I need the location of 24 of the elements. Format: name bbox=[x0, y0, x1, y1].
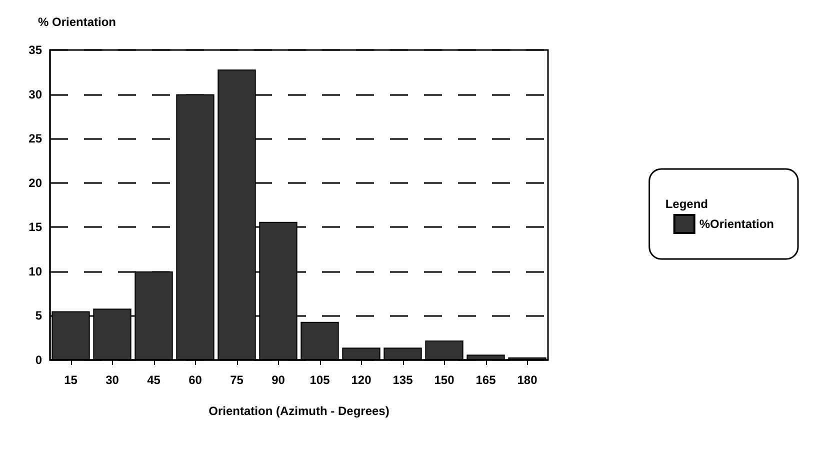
y-tick-label: 15 bbox=[28, 220, 42, 234]
x-axis-title: Orientation (Azimuth - Degrees) bbox=[208, 404, 390, 418]
y-tick-label: 35 bbox=[28, 43, 42, 57]
y-axis-title: % Orientation bbox=[38, 15, 116, 29]
y-tick-label: 30 bbox=[28, 87, 42, 102]
y-tick-label: 20 bbox=[28, 176, 42, 190]
y-tick-label: 10 bbox=[28, 264, 42, 278]
y-tick-label: 25 bbox=[28, 132, 42, 146]
legend-title: Legend bbox=[665, 197, 708, 211]
x-tick-label: 15 bbox=[64, 373, 78, 387]
y-tick-label: 0 bbox=[35, 353, 42, 367]
x-tick-label: 180 bbox=[517, 373, 538, 387]
y-tick-label: 5 bbox=[35, 308, 42, 323]
x-tick-label: 30 bbox=[106, 373, 120, 387]
x-tick-label: 75 bbox=[230, 373, 244, 387]
x-tick-label: 90 bbox=[272, 373, 286, 387]
legend-label: %Orientation bbox=[699, 217, 774, 231]
x-tick-label: 135 bbox=[392, 373, 414, 387]
x-tick-label: 165 bbox=[476, 373, 496, 387]
x-tick-label: 150 bbox=[434, 373, 455, 387]
x-tick-label: 105 bbox=[310, 373, 330, 387]
x-tick-label: 120 bbox=[351, 373, 372, 387]
x-tick-label: 60 bbox=[188, 373, 202, 387]
x-tick-label: 45 bbox=[147, 373, 161, 387]
